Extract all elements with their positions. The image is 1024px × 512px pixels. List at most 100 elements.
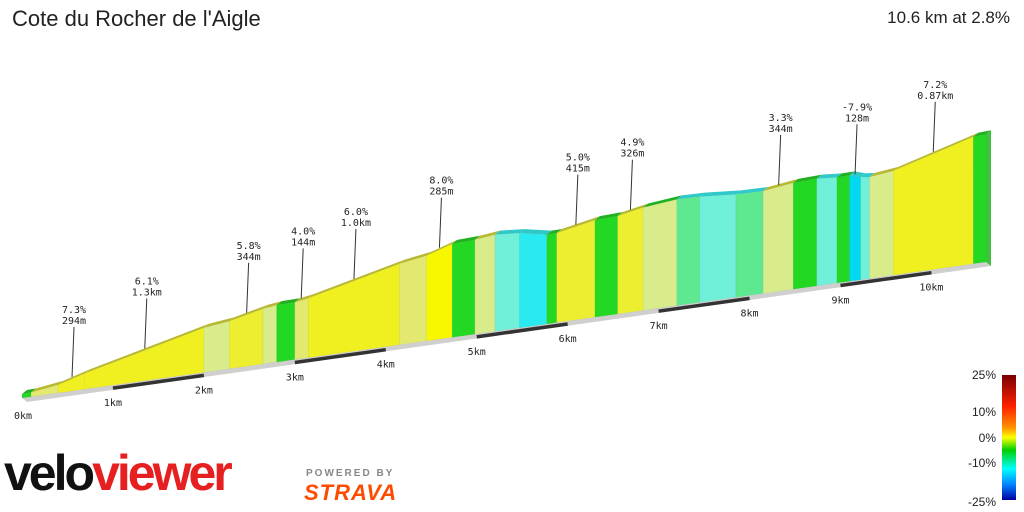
climb-length-label: 1.0km — [341, 218, 371, 229]
climb-length-label: 144m — [291, 237, 315, 248]
profile-end-cap — [986, 130, 991, 266]
climb-label-leader — [854, 124, 858, 175]
grade-segment-top — [494, 229, 525, 235]
profile-segments-group — [21, 130, 991, 399]
climb-label-leader — [629, 159, 633, 210]
grade-segment-top — [735, 187, 769, 195]
veloviewer-logo[interactable]: veloviewer — [4, 448, 233, 498]
grade-segment-top — [22, 388, 37, 394]
climb-length-label: 128m — [845, 113, 869, 124]
grade-segment[interactable] — [836, 175, 850, 284]
climb-grade-label: 6.1% — [135, 276, 159, 287]
grade-segment[interactable] — [84, 327, 205, 390]
climb-label-leader — [575, 174, 579, 225]
grade-segment-top — [203, 317, 235, 328]
grade-segment-top — [617, 203, 649, 216]
grade-segment[interactable] — [399, 255, 427, 346]
km-tick-label: 9km — [831, 296, 849, 307]
grade-segment[interactable] — [792, 178, 818, 290]
grade-segment-top — [229, 304, 268, 322]
km-axis-bar — [476, 322, 568, 339]
grade-segment-top — [860, 172, 875, 178]
grade-segment[interactable] — [294, 297, 309, 360]
climb-grade-label: -7.9% — [842, 102, 872, 113]
legend-color-bar — [1002, 375, 1016, 500]
climb-length-label: 344m — [769, 124, 793, 135]
climb-length-label: 415m — [566, 164, 590, 175]
km-tick-label: 1km — [104, 398, 122, 409]
grade-segment-top — [546, 229, 562, 235]
legend-tick-label: 10% — [972, 405, 996, 419]
climb-length-label: 285m — [429, 187, 453, 198]
grade-segment-top — [893, 132, 979, 171]
grade-segment[interactable] — [556, 219, 596, 323]
grade-segment-top — [836, 171, 855, 178]
grade-segment[interactable] — [973, 133, 987, 265]
legend-tick-label: 0% — [979, 431, 997, 445]
grade-segment[interactable] — [816, 177, 838, 287]
climb-label-leader — [932, 101, 936, 152]
climb-label-leader — [438, 197, 442, 248]
grade-segment[interactable] — [735, 190, 764, 298]
grade-segment[interactable] — [762, 182, 794, 294]
grade-segment[interactable] — [642, 199, 678, 311]
grade-segment-top — [699, 190, 741, 197]
grade-segment-top — [643, 195, 682, 208]
grade-legend: 25% 10% 0% -10% -25% — [968, 368, 1016, 509]
grade-segment[interactable] — [860, 176, 870, 280]
grade-segment-top — [594, 211, 623, 221]
legend-tick-label: -10% — [968, 456, 996, 470]
km-axis-bar — [112, 373, 205, 390]
climb-grade-label: 5.8% — [237, 241, 261, 252]
grade-segment[interactable] — [451, 239, 476, 338]
grade-segment[interactable] — [617, 207, 644, 315]
grade-segment[interactable] — [546, 232, 557, 325]
grade-segment[interactable] — [276, 301, 296, 363]
grade-segment-top — [869, 166, 899, 177]
grade-segment-top — [294, 294, 314, 303]
km-axis-bar — [658, 296, 750, 313]
grade-segment-top — [452, 235, 480, 244]
grade-segment[interactable] — [494, 232, 520, 332]
distance-axis-group: 0km 1km 2km 3km 4km 5km 6km 7km 8km 9km 10km — [14, 270, 943, 422]
grade-segment[interactable] — [519, 232, 547, 329]
grade-segment[interactable] — [699, 194, 737, 303]
km-tick-label: 7km — [650, 321, 668, 332]
legend-tick-label: 25% — [972, 368, 996, 382]
grade-segment[interactable] — [849, 175, 861, 282]
climb-grade-label: 4.0% — [291, 226, 315, 237]
climb-grade-label: 4.9% — [620, 138, 644, 149]
grade-segment-top — [84, 323, 209, 374]
grade-segment[interactable] — [869, 170, 894, 279]
strava-logo[interactable]: STRAVA — [304, 480, 398, 505]
climb-grade-label: 5.0% — [566, 153, 590, 164]
grade-segment[interactable] — [203, 320, 230, 373]
climb-grade-label: 7.3% — [62, 305, 86, 316]
km-tick-label: 8km — [741, 308, 759, 319]
climb-label-leader — [144, 298, 148, 349]
chart-title: Cote du Rocher de l'Aigle — [12, 6, 261, 31]
km-axis-bar — [294, 347, 387, 365]
km-axis-bar — [840, 270, 932, 288]
climb-label-leader — [778, 134, 782, 185]
grade-segment[interactable] — [892, 136, 974, 276]
grade-segment-top — [426, 239, 458, 256]
km-tick-label: 10km — [919, 283, 943, 294]
grade-segment-top — [31, 380, 64, 393]
grade-segment-top — [474, 230, 500, 240]
grade-segment-top — [519, 229, 552, 235]
climb-summary: 10.6 km at 2.8% — [887, 8, 1010, 27]
climb-label-leader — [300, 248, 304, 299]
km-tick-label: 5km — [468, 347, 486, 358]
grade-segment-top — [308, 259, 405, 299]
climb-length-label: 326m — [620, 149, 644, 160]
climb-labels-group: 7.3%294m6.1%1.3km5.8%344m4.0%144m6.0%1.0… — [62, 80, 953, 377]
grade-segment-top — [793, 174, 822, 183]
grade-segment[interactable] — [426, 243, 453, 342]
grade-segment[interactable] — [676, 196, 700, 306]
legend-tick-label: -25% — [968, 495, 996, 509]
grade-segment[interactable] — [594, 215, 618, 318]
grade-segment[interactable] — [262, 304, 277, 365]
grade-segment-top — [399, 251, 432, 264]
grade-segment[interactable] — [474, 234, 496, 335]
